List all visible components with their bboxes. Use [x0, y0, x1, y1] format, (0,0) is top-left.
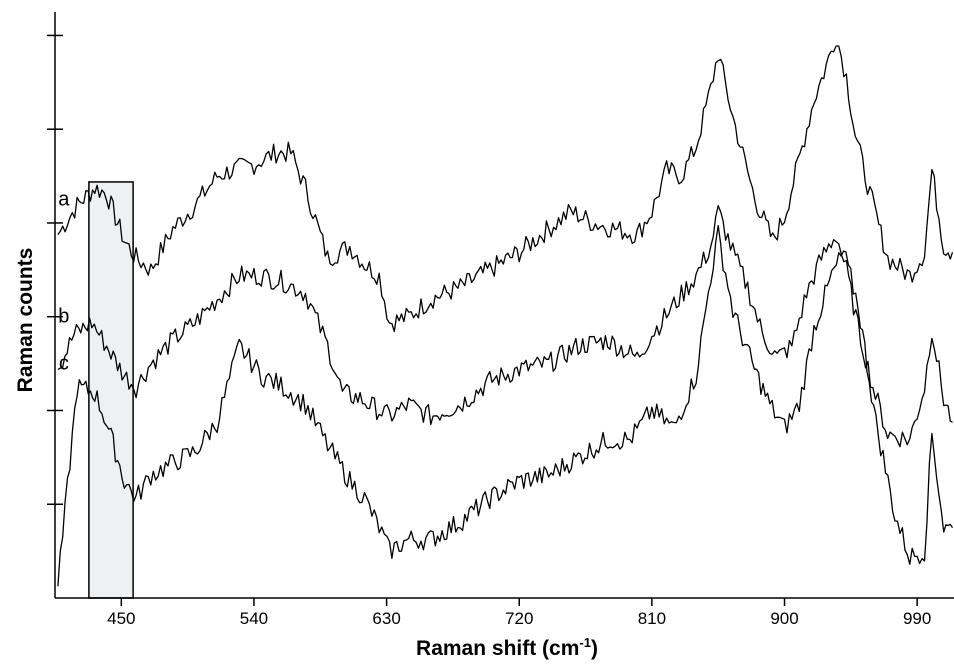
x-axis-title: Raman shift (cm-1) [416, 635, 598, 660]
series-label-c: c [59, 352, 69, 374]
x-tick-label-540: 540 [240, 609, 268, 628]
x-tick-label-450: 450 [107, 609, 135, 628]
highlight-region [88, 181, 134, 599]
series-b-line [57, 205, 953, 448]
y-axis-title: Raman counts [14, 248, 37, 393]
series-a-line [57, 45, 954, 333]
x-tick-label-900: 900 [770, 609, 798, 628]
x-axis-title-superscript: -1 [579, 635, 591, 650]
x-axis-title-main: Raman shift (cm [416, 637, 579, 660]
series-c-line [57, 224, 954, 587]
x-tick-label-990: 990 [903, 609, 931, 628]
x-tick-label-810: 810 [638, 609, 666, 628]
x-axis-title-close: ) [591, 637, 598, 660]
x-tick-label-630: 630 [372, 609, 400, 628]
series-label-a: a [58, 188, 70, 210]
x-tick-label-720: 720 [505, 609, 533, 628]
series-label-b: b [58, 306, 69, 328]
